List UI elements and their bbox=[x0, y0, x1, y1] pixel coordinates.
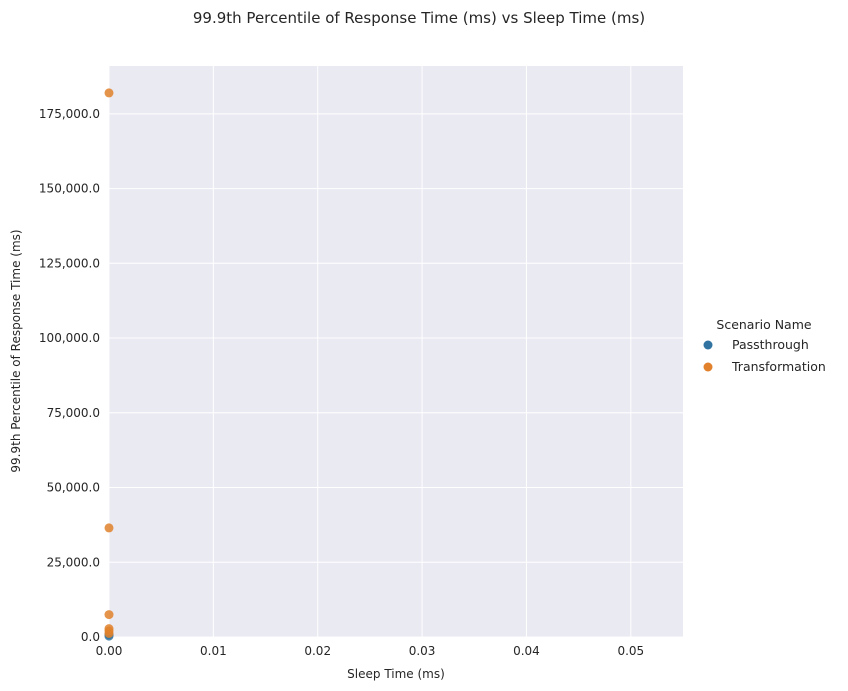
grid-lines bbox=[108, 66, 683, 638]
y-tick-label: 0.0 bbox=[81, 630, 100, 644]
plot-area bbox=[109, 66, 683, 637]
legend: Scenario Name Passthrough Transformation bbox=[703, 317, 826, 374]
legend-label-passthrough: Passthrough bbox=[732, 337, 809, 352]
y-axis-ticks: 0.0 25,000.0 50,000.0 75,000.0 100,000.0 125,… bbox=[39, 107, 100, 644]
y-tick-label: 100,000.0 bbox=[39, 331, 100, 345]
x-tick-label: 0.05 bbox=[617, 644, 644, 658]
x-axis-ticks: 0.00 0.01 0.02 0.03 0.04 0.05 bbox=[96, 644, 645, 658]
legend-marker-passthrough bbox=[703, 340, 713, 350]
x-tick-label: 0.01 bbox=[200, 644, 227, 658]
legend-label-transformation: Transformation bbox=[731, 359, 826, 374]
y-tick-label: 50,000.0 bbox=[47, 481, 100, 495]
x-tick-label: 0.02 bbox=[304, 644, 331, 658]
legend-title: Scenario Name bbox=[716, 317, 812, 332]
x-tick-label: 0.04 bbox=[513, 644, 540, 658]
x-tick-label: 0.00 bbox=[96, 644, 123, 658]
y-axis-label: 99.9th Percentile of Response Time (ms) bbox=[9, 229, 23, 472]
legend-marker-transformation bbox=[703, 362, 713, 372]
data-points bbox=[104, 88, 114, 641]
data-point-transformation bbox=[104, 88, 114, 98]
y-tick-label: 150,000.0 bbox=[39, 182, 100, 196]
data-point-transformation bbox=[104, 523, 114, 533]
data-point-transformation bbox=[104, 610, 114, 620]
data-point-transformation bbox=[104, 628, 114, 638]
y-tick-label: 25,000.0 bbox=[47, 555, 100, 569]
chart-title: 99.9th Percentile of Response Time (ms) … bbox=[193, 9, 645, 27]
x-tick-label: 0.03 bbox=[409, 644, 436, 658]
y-tick-label: 75,000.0 bbox=[47, 406, 100, 420]
y-tick-label: 175,000.0 bbox=[39, 107, 100, 121]
x-axis-label: Sleep Time (ms) bbox=[347, 667, 445, 681]
y-tick-label: 125,000.0 bbox=[39, 256, 100, 270]
